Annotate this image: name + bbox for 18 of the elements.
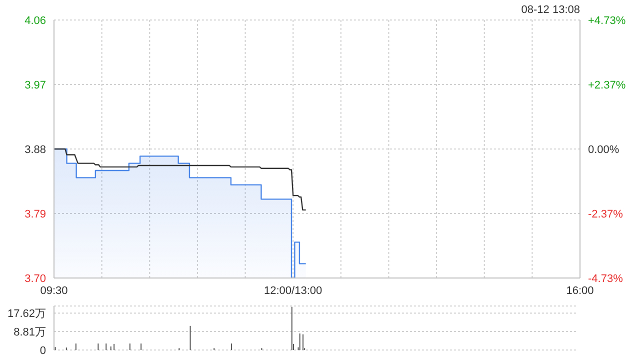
y-tick-label: 8.81万 [14,326,46,339]
y-tick-label: 17.62万 [7,308,46,320]
x-tick-label: 16:00 [566,284,594,297]
y2-tick-label: -2.37% [588,208,624,221]
y2-tick-label: 0.00% [588,144,620,156]
y-tick-label: 4.06 [24,15,46,27]
y2-tick-label: +4.73% [588,15,626,27]
x-tick-label: 09:30 [40,284,68,297]
y-tick-label: 3.97 [24,80,46,92]
y2-tick-label: +2.37% [588,79,626,92]
y-tick-label: 3.70 [24,273,46,285]
x-tick-label: 12:00/13:00 [264,284,322,297]
y-tick-label: 3.79 [24,208,46,220]
y-tick-label: 3.88 [24,144,46,156]
line-series [54,148,306,211]
y-tick-label: 0 [40,345,46,357]
text: 08-12 13:08 [521,4,580,16]
y2-tick-label: -4.73% [588,273,624,285]
